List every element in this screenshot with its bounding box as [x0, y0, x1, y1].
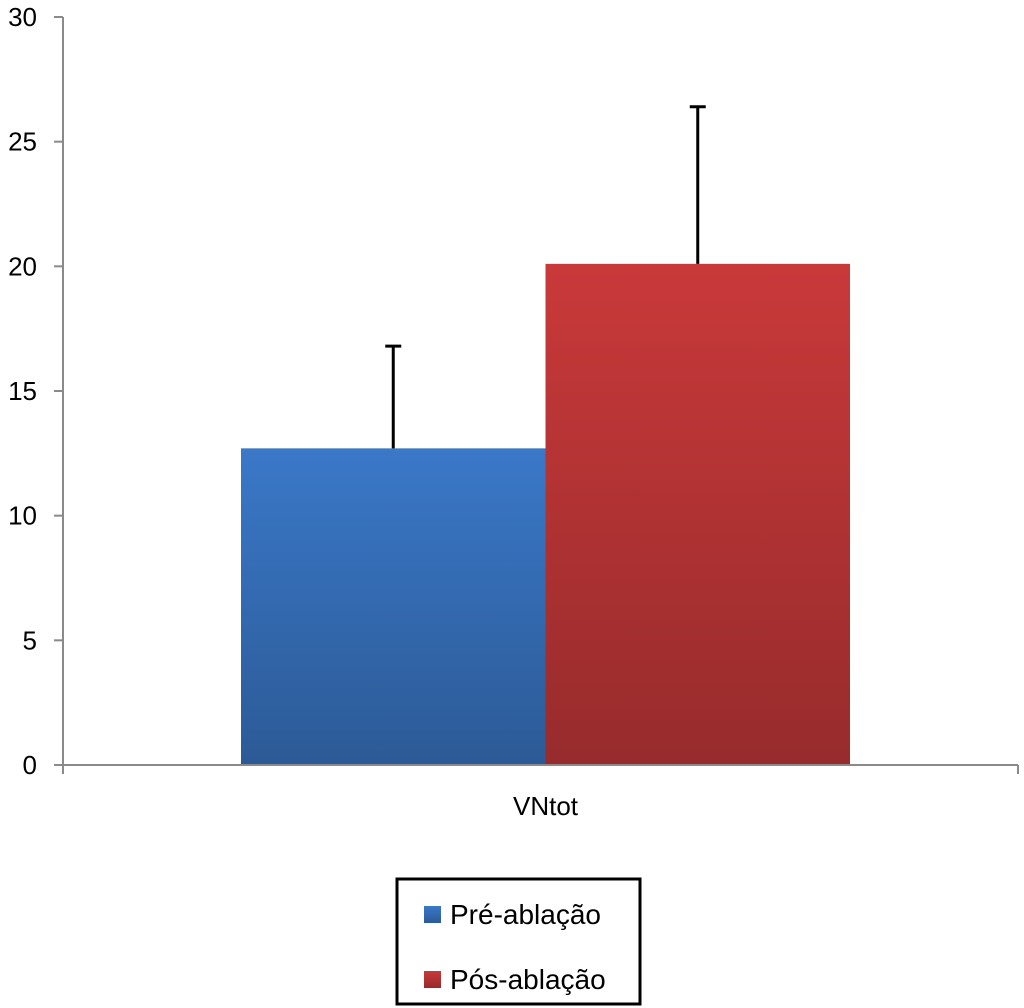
y-tick-label: 0 — [23, 750, 37, 780]
legend-label-pos: Pós-ablação — [450, 964, 606, 995]
y-tick-label: 20 — [8, 251, 37, 281]
legend-label-pre: Pré-ablação — [450, 899, 601, 930]
error-bars-layer — [385, 105, 706, 449]
bar-pre — [241, 448, 546, 765]
y-tick-label: 30 — [8, 2, 37, 32]
legend-swatch-pre — [424, 906, 441, 923]
y-ticks-layer: 0 5 10 15 20 25 30 — [8, 2, 63, 780]
legend: Pré-ablação Pós-ablação — [395, 877, 642, 1006]
bars-layer — [241, 263, 850, 765]
y-tick-label: 25 — [8, 127, 37, 157]
legend-swatch-pos — [424, 971, 441, 988]
bar-pos — [545, 263, 850, 765]
x-category-label: VNtot — [513, 791, 579, 821]
x-categories-layer: VNtot — [513, 765, 1019, 821]
axes-layer — [54, 17, 1018, 774]
y-tick-label: 10 — [8, 501, 37, 531]
y-tick-label: 5 — [23, 625, 37, 655]
y-tick-label: 15 — [8, 376, 37, 406]
